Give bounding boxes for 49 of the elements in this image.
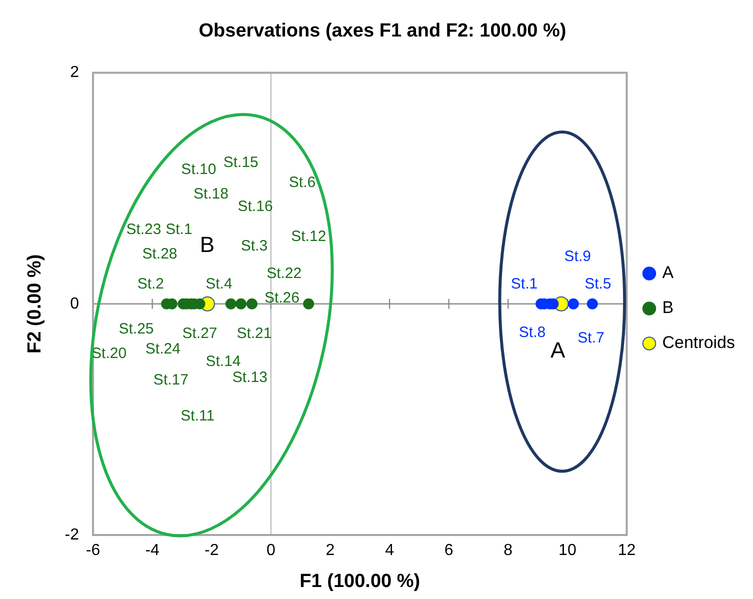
annotation: St.6 [288, 174, 316, 191]
annotation: St.3 [240, 237, 268, 254]
annotation: St.20 [92, 344, 127, 362]
annotation: St.11 [180, 407, 215, 424]
x-tick-label: 6 [444, 542, 454, 560]
y-tick-label: 0 [70, 295, 80, 312]
annotation: St.7 [578, 330, 604, 347]
annotation: St.18 [193, 186, 228, 202]
x-tick-label: -2 [204, 542, 219, 560]
annotation: St.1 [510, 276, 538, 293]
x-axis-title: F1 (100.00 %) [300, 570, 420, 592]
legend-label: B [662, 298, 674, 318]
annotation: St.28 [142, 246, 178, 263]
y-tick-label: -2 [64, 526, 80, 544]
annotation: St.17 [153, 371, 188, 388]
annotation: St.12 [291, 228, 326, 246]
y-tick-label: 2 [70, 64, 80, 82]
annotation: B [200, 232, 215, 258]
annotation: St.27 [182, 325, 218, 342]
x-tick-label: 10 [558, 542, 576, 560]
annotation: St.5 [584, 276, 612, 293]
annotation: St.8 [518, 324, 546, 342]
annotation: St.15 [223, 154, 258, 172]
x-tick-label: 0 [266, 542, 276, 560]
legend-label: A [662, 263, 674, 282]
x-tick-label: 2 [326, 542, 335, 560]
annotation: St.26 [264, 289, 300, 306]
x-tick-label: -6 [86, 542, 100, 560]
annotation: St.16 [238, 198, 273, 215]
annotation: St.4 [206, 276, 232, 293]
annotation: St.9 [564, 248, 591, 265]
y-axis-title: F2 (0.00 %) [24, 254, 46, 354]
annotation: St.13 [232, 368, 268, 386]
annotation: St.14 [206, 352, 241, 370]
legend-label: Centroids [662, 333, 736, 352]
x-tick-label: 4 [385, 542, 394, 560]
annotation: St.2 [137, 276, 164, 293]
annotation: St.10 [181, 161, 216, 178]
x-tick-label: 12 [618, 542, 636, 560]
annotation: St.21 [236, 325, 272, 342]
x-tick-label: 8 [504, 542, 513, 560]
x-tick-label: -4 [145, 542, 160, 560]
annotation: A [550, 338, 566, 363]
annotation: St.22 [266, 265, 302, 282]
annotation: St.1 [166, 221, 192, 238]
annotation: St.25 [118, 320, 154, 338]
chart-title: Observations (axes F1 and F2: 100.00 %) [198, 20, 566, 42]
annotation: St.23 [126, 221, 162, 238]
annotation: St.24 [145, 340, 180, 358]
